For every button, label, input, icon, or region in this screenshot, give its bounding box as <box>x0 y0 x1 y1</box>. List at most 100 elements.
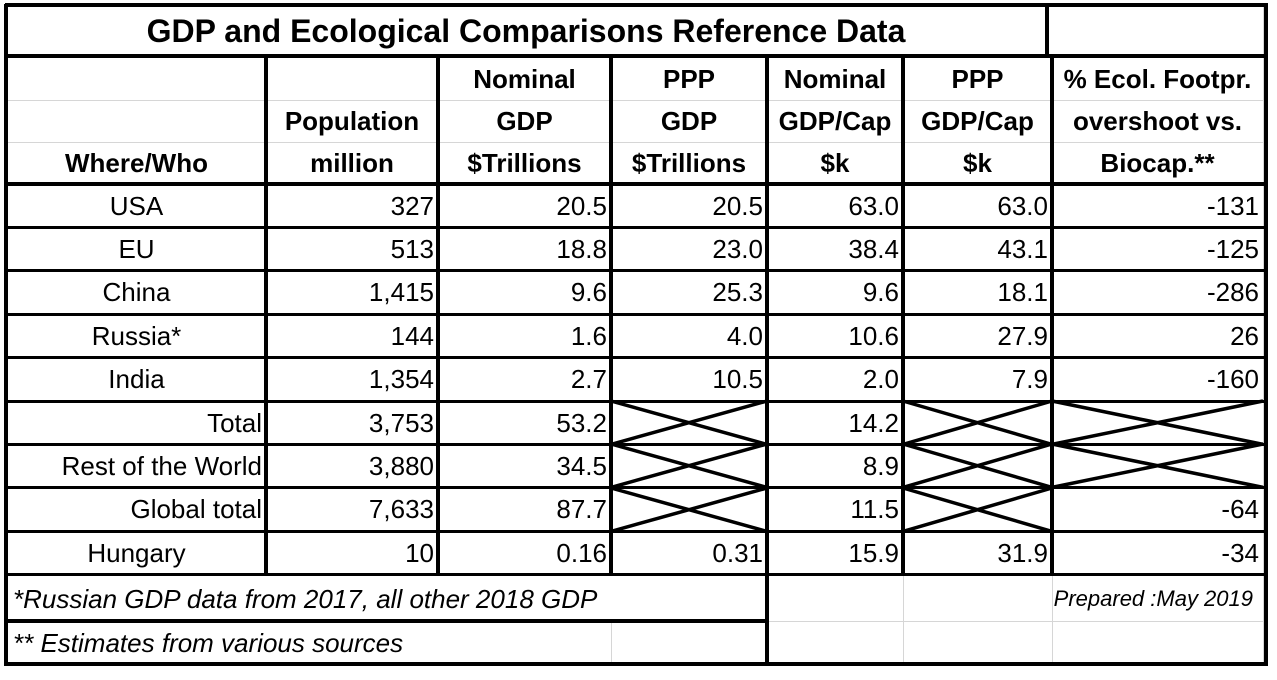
data-cell: 18.1 <box>997 277 1048 308</box>
gridline <box>1051 576 1053 664</box>
data-cell: 7,633 <box>368 494 434 525</box>
column-header-line: Population <box>284 106 420 136</box>
column-header-line: GDP <box>496 106 553 136</box>
border-line <box>609 57 613 576</box>
border-line <box>436 57 440 576</box>
data-cell: 18.8 <box>556 234 607 265</box>
data-cell: 63.0 <box>997 190 1048 221</box>
data-cell: 3,753 <box>368 407 434 438</box>
border-line <box>5 54 1268 58</box>
border-line <box>765 57 769 576</box>
data-cell: 144 <box>390 320 434 351</box>
column-header-line <box>7 100 266 142</box>
data-cell: 1,354 <box>368 364 434 395</box>
data-cell: 7.9 <box>1011 364 1048 395</box>
data-cell: -125 <box>1206 234 1259 265</box>
border-line <box>765 576 769 664</box>
border-line <box>264 57 268 576</box>
data-cell: 2.0 <box>862 364 899 395</box>
data-cell: 34.5 <box>556 451 607 482</box>
row-label: Russia* <box>91 320 182 351</box>
data-cell: 0.16 <box>556 537 607 568</box>
data-cell: 2.7 <box>570 364 607 395</box>
data-cell: 10 <box>405 537 434 568</box>
not-applicable-cross-mark <box>1051 442 1264 490</box>
data-cell: 3,880 <box>368 451 434 482</box>
not-applicable-cross-mark <box>1051 399 1264 447</box>
row-label: EU <box>118 234 155 265</box>
column-header-line: $Trillions <box>467 148 582 178</box>
border-line <box>5 442 1268 446</box>
data-cell: 31.9 <box>997 537 1048 568</box>
border-line <box>1264 4 1268 666</box>
row-label: Rest of the World <box>61 451 262 482</box>
data-cell: 26 <box>1230 320 1259 351</box>
data-cell: 15.9 <box>848 537 899 568</box>
data-cell: 1.6 <box>570 320 607 351</box>
gridline <box>7 99 1263 101</box>
not-applicable-cross-mark <box>902 486 1053 533</box>
border-line <box>901 57 905 576</box>
gridline <box>610 621 612 664</box>
row-label: Global total <box>130 494 262 525</box>
border-line <box>5 399 1268 403</box>
column-header-line: PPP <box>662 63 716 94</box>
data-cell: 327 <box>390 190 434 221</box>
data-cell: 27.9 <box>997 320 1048 351</box>
column-header-line: Nominal <box>783 63 887 94</box>
data-cell: 53.2 <box>556 407 607 438</box>
data-cell: 43.1 <box>997 234 1048 265</box>
column-header-line: $k <box>820 148 850 178</box>
column-header-line: GDP/Cap <box>921 106 1034 136</box>
data-cell: -286 <box>1206 277 1259 308</box>
column-header-line: GDP <box>660 106 718 136</box>
not-applicable-cross-mark <box>610 442 768 490</box>
page-title: GDP and Ecological Comparisons Reference… <box>146 12 906 49</box>
border-line <box>5 356 1268 360</box>
data-cell: 0.31 <box>712 537 763 568</box>
column-header-line: overshoot vs. <box>1072 106 1243 136</box>
data-cell: 10.5 <box>712 364 763 395</box>
row-label: Hungary <box>87 537 186 568</box>
data-cell: -160 <box>1206 364 1259 395</box>
border-line <box>5 312 1268 316</box>
not-applicable-cross-mark <box>902 442 1053 490</box>
data-cell: 20.5 <box>712 190 763 221</box>
not-applicable-cross-mark <box>902 399 1053 447</box>
data-cell: 23.0 <box>712 234 763 265</box>
column-header-line: $Trillions <box>631 148 747 178</box>
data-cell: 20.5 <box>556 190 607 221</box>
border-line <box>5 225 1268 229</box>
border-line <box>5 573 1268 577</box>
data-cell: 63.0 <box>848 190 899 221</box>
data-cell: -34 <box>1221 537 1259 568</box>
column-header-line: % Ecol. Footpr. <box>1063 63 1252 94</box>
data-cell: 1,415 <box>368 277 434 308</box>
column-header-line: Where/Who <box>65 148 208 178</box>
border-line <box>4 4 8 666</box>
column-header-line <box>7 57 266 100</box>
column-header-line: $k <box>963 148 992 178</box>
column-header-line: Biocap.** <box>1100 148 1215 178</box>
column-header-line: GDP/Cap <box>778 106 892 136</box>
row-label: China <box>102 277 171 308</box>
prepared-date: Prepared :May 2019 <box>1053 585 1253 611</box>
gridline <box>7 141 1263 143</box>
row-label: India <box>108 364 165 395</box>
column-header-line: million <box>310 148 394 178</box>
footnote-russia: *Russian GDP data from 2017, all other 2… <box>13 583 598 614</box>
data-cell: 8.9 <box>862 451 899 482</box>
data-cell: 9.6 <box>570 277 607 308</box>
data-cell: 4.0 <box>726 320 763 351</box>
data-cell: 87.7 <box>556 494 607 525</box>
data-cell: 14.2 <box>848 407 899 438</box>
data-cell: 38.4 <box>848 234 899 265</box>
border-line <box>5 3 1268 7</box>
border-line <box>5 529 1268 533</box>
column-header-line: Nominal <box>473 63 576 94</box>
border-line <box>1045 4 1049 57</box>
border-line <box>1050 57 1054 576</box>
column-header-line <box>266 57 438 100</box>
border-line <box>5 662 1268 666</box>
